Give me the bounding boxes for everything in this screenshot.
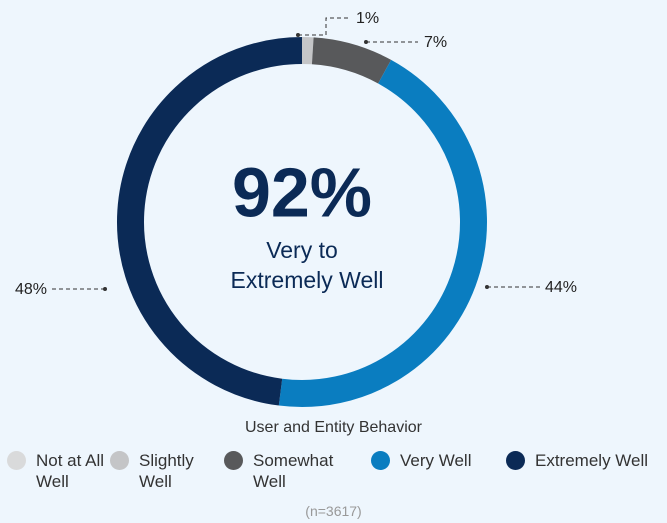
footnote: (n=3617) [305,503,362,519]
legend-swatch [110,451,129,470]
legend-label: Very Well [400,451,472,470]
leader-dot [364,40,368,44]
legend-item: Slightly Well [110,450,209,492]
leader-dot [103,287,107,291]
data-label: 44% [545,279,577,296]
legend-swatch [371,451,390,470]
data-label: 7% [424,34,447,51]
leader-dot [296,33,300,37]
legend-item: Somewhat Well [224,450,353,492]
legend-item: Not at All Well [7,450,108,492]
center-label: Extremely Well [231,267,384,293]
chart-title: User and Entity Behavior [245,419,422,436]
donut-slice [117,37,303,406]
leader-line [298,17,350,36]
legend-label: Not at All Well [36,451,105,491]
donut-slice [278,59,487,407]
leader-dot [485,285,489,289]
legend-label: Somewhat Well [253,451,334,491]
center-value: 92% [232,153,372,231]
legend-item: Extremely Well [506,450,667,471]
center-label: Very to [266,237,338,263]
legend-swatch [224,451,243,470]
data-label: 1% [356,10,379,27]
legend-swatch [7,451,26,470]
legend-label: Slightly Well [139,451,194,491]
legend-swatch [506,451,525,470]
legend-label: Extremely Well [535,451,649,470]
legend-item: Very Well [371,450,520,471]
data-label: 48% [15,281,47,298]
donut-slice [311,37,392,84]
